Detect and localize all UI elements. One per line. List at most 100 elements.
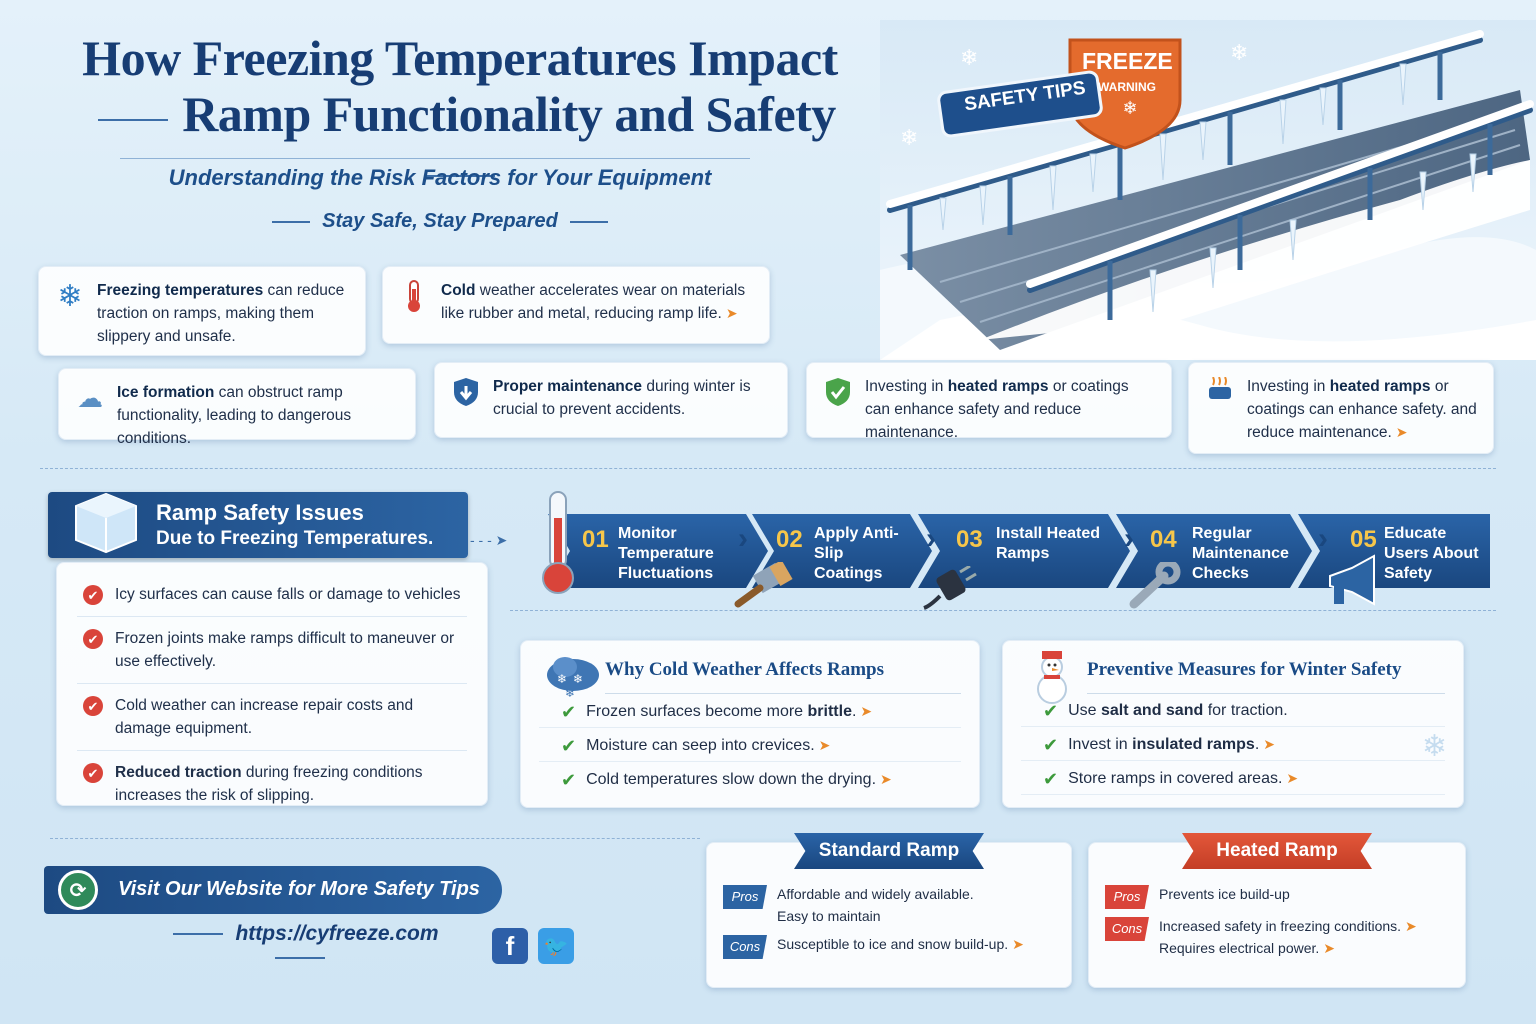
step-maintenance: 04 Regular Maintenance Checks	[1116, 514, 1312, 588]
why-cold-panel: ❄ ❄ ❄ Why Cold Weather Affects Ramps ✔ Froz…	[520, 640, 980, 808]
fact-card: Investing in heated ramps or coatings ca…	[1188, 362, 1494, 454]
svg-text:❄: ❄	[900, 126, 918, 151]
issues-title-line1: Ramp Safety Issues	[156, 500, 364, 525]
pro-item: Easy to maintain	[777, 908, 881, 924]
green-check-icon: ✔	[561, 701, 577, 722]
chevron-right-icon: ›	[1124, 522, 1134, 555]
fact-bold: Ice formation	[117, 384, 215, 401]
step-number: 05	[1350, 526, 1377, 553]
cons-row: Cons Increased safety in freezing condit…	[1105, 915, 1451, 959]
pro-item: Affordable and widely available.	[777, 886, 974, 902]
list-item: ✔ Use salt and sand for traction.	[1021, 694, 1445, 727]
title-divider	[120, 158, 750, 159]
red-check-icon: ✔	[83, 696, 103, 716]
preventive-panel: Preventive Measures for Winter Safety ✔ U…	[1002, 640, 1464, 808]
arrow-icon: ➤	[1323, 940, 1336, 956]
handrails	[887, 37, 1533, 293]
warning-label: WARNING	[1098, 80, 1156, 94]
fact-card: ☁ Ice formation can obstruct ramp functi…	[58, 368, 416, 447]
fact-text: or coatings can enhance safety and reduc…	[865, 378, 1129, 441]
con-item: Requires electrical power.	[1159, 940, 1320, 956]
snowman-icon	[1025, 647, 1079, 712]
red-check-icon: ✔	[83, 763, 103, 783]
issues-title-line2: Due to Freezing Temperatures.	[156, 528, 434, 549]
fact-text: weather accelerates wear on materials li…	[441, 282, 746, 322]
arrow-icon: ➤	[725, 305, 738, 321]
heater-icon	[1203, 375, 1237, 409]
fact-bold: Cold	[441, 282, 476, 299]
page-subtitle: Understanding the Risk Factors for Your …	[168, 165, 712, 190]
brush-icon	[734, 559, 794, 613]
ramp-scene-svg: ❄ ❄ ❄	[880, 20, 1536, 360]
con-item: Increased safety in freezing conditions.	[1159, 918, 1402, 934]
fact-bold: heated ramps	[1329, 378, 1431, 395]
snowflake-icon: ❄	[1122, 98, 1138, 118]
chevron-right-icon: ›	[1318, 522, 1328, 555]
svg-text:❄: ❄	[557, 672, 567, 686]
green-check-icon: ✔	[1043, 734, 1059, 755]
ramp-safety-issues-banner: Ramp Safety Issues Due to Freezing Tempe…	[48, 492, 468, 558]
title-line-2: Ramp Functionality and Safety	[182, 86, 836, 142]
wrench-icon	[1126, 559, 1182, 615]
ice-cube-icon	[66, 486, 142, 554]
step-number: 03	[956, 526, 983, 553]
step-number: 01	[582, 526, 609, 553]
url-text[interactable]: https://cyfreeze.com	[235, 922, 439, 945]
fact-text: can obstruct ramp functionality, leading…	[117, 384, 352, 447]
standard-ramp-card: Standard Ramp Pros Affordable and widely…	[706, 833, 1072, 988]
ice-cloud-icon: ☁	[77, 382, 103, 413]
fact-pre: Investing in	[865, 378, 948, 395]
thermometer-icon	[538, 488, 578, 603]
arrow-icon: ➤	[818, 737, 831, 753]
title-line-1: How Freezing Temperatures Impact	[82, 30, 838, 86]
section-divider	[50, 838, 700, 839]
heated-ramp-card: Heated Ramp Pros Prevents ice build-up C…	[1088, 833, 1466, 988]
step-monitor: 01 Monitor Temperature Fluctuations	[548, 514, 768, 588]
section-divider	[40, 468, 1496, 469]
pro-item: Prevents ice build-up	[1159, 886, 1290, 902]
section-divider	[510, 610, 1496, 611]
website-banner[interactable]: ⟳ Visit Our Website for More Safety Tips	[44, 866, 502, 914]
arrow-icon: ➤	[1286, 770, 1299, 786]
thermometer-icon	[397, 279, 431, 313]
step-heated: 03 Install Heated Ramps	[918, 514, 1130, 588]
list-item: ✔ Cold weather can increase repair costs …	[77, 684, 467, 751]
title-dash-right	[425, 174, 495, 177]
dashed-arrow-icon: - - - ➤	[470, 532, 508, 548]
facebook-icon[interactable]: f	[492, 928, 528, 964]
heated-ramp-title: Heated Ramp	[1182, 833, 1372, 869]
freeze-label: FREEZE	[1082, 48, 1173, 74]
pros-tag: Pros	[1105, 885, 1149, 909]
step-label: Monitor Temperature Fluctuations	[618, 525, 714, 582]
fact-text: can reduce traction on ramps, making the…	[97, 282, 345, 345]
step-label: Regular Maintenance Checks	[1192, 525, 1289, 582]
website-url[interactable]: https://cyfreeze.com	[130, 922, 470, 970]
preventive-title: Preventive Measures for Winter Safety	[1087, 659, 1445, 694]
green-shield-icon	[821, 375, 855, 409]
svg-text:❄: ❄	[960, 46, 978, 71]
fact-card: Cold weather accelerates wear on materia…	[382, 266, 770, 344]
list-item: ✔ Reduced traction during freezing condit…	[77, 751, 467, 817]
standard-ramp-title: Standard Ramp	[794, 833, 984, 869]
list-item: ✔ Icy surfaces can cause falls or damage …	[77, 573, 467, 617]
svg-text:❄: ❄	[573, 672, 583, 686]
list-item: ✔ Cold temperatures slow down the drying.…	[561, 769, 892, 790]
twitter-icon[interactable]: 🐦	[538, 928, 574, 964]
chevron-right-icon: ›	[926, 522, 936, 555]
step-number: 02	[776, 526, 803, 553]
step-label: Apply Anti-Slip Coatings	[814, 525, 899, 582]
list-item: ✔ Store ramps in covered areas. ➤	[1021, 761, 1445, 795]
green-check-icon: ✔	[561, 769, 577, 790]
fact-text: during winter is crucial to prevent acci…	[493, 378, 751, 418]
chevron-right-icon: ›	[738, 522, 748, 555]
step-label: Install Heated Ramps	[996, 525, 1101, 562]
arrow-icon: ➤	[860, 703, 873, 719]
fact-text: or coatings can enhance safety. and redu…	[1247, 378, 1477, 441]
green-check-icon: ✔	[561, 735, 577, 756]
svg-text:❄: ❄	[1230, 41, 1248, 66]
why-cold-title: Why Cold Weather Affects Ramps	[605, 659, 961, 694]
red-check-icon: ✔	[83, 629, 103, 649]
arrow-icon: ➤	[1263, 736, 1276, 752]
arrow-icon: ➤	[1395, 424, 1408, 440]
green-check-icon: ✔	[1043, 701, 1059, 721]
